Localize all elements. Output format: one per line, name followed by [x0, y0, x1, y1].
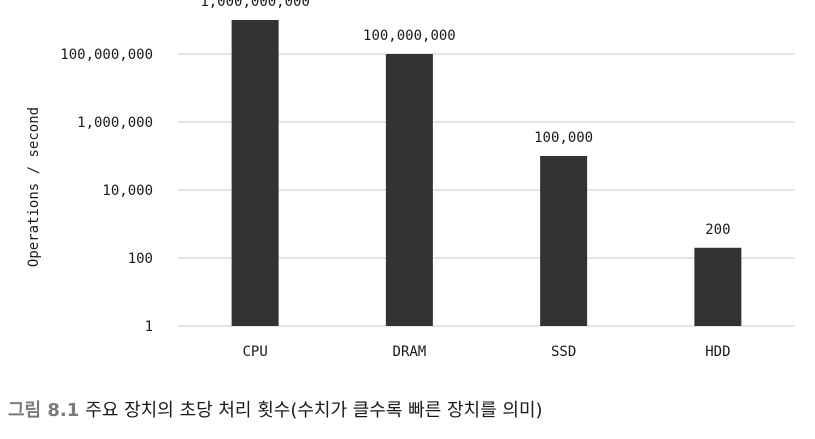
grid-lines: [178, 53, 795, 327]
y-tick-label: 1,000,000: [77, 115, 153, 131]
x-tick-label: HDD: [705, 344, 730, 360]
figure-caption-text: 주요 장치의 초당 처리 횟수(수치가 클수록 빠른 장치를 의미): [85, 400, 543, 421]
x-tick-label: CPU: [242, 344, 267, 360]
bar-dram: [385, 54, 433, 326]
bar-cpu: [231, 20, 279, 326]
x-tick-label: DRAM: [393, 344, 427, 360]
data-labels: 1,000,000,000 100,000,000 100,000 200: [200, 0, 730, 238]
data-label: 100,000,000: [363, 28, 456, 44]
x-ticks: CPU DRAM SSD HDD: [242, 344, 730, 360]
y-tick-label: 100,000,000: [60, 47, 153, 63]
bar-chart: 1 100 10,000 1,000,000 100,000,000 CPU DRAM SS…: [26, 0, 795, 360]
data-label: 100,000: [534, 130, 593, 146]
y-tick-label: 1: [145, 319, 153, 335]
bar-hdd: [694, 247, 742, 326]
data-label: 1,000,000,000: [200, 0, 310, 10]
y-ticks: 1 100 10,000 1,000,000 100,000,000: [60, 47, 153, 335]
bar-ssd: [540, 156, 588, 326]
y-tick-label: 100: [128, 251, 153, 267]
y-axis-label: Operations / second: [26, 107, 42, 267]
data-label: 200: [705, 222, 730, 238]
y-tick-label: 10,000: [102, 183, 153, 199]
figure-caption: 그림 8.1 주요 장치의 초당 처리 횟수(수치가 클수록 빠른 장치를 의미): [8, 396, 543, 422]
bars: [231, 20, 742, 326]
x-tick-label: SSD: [551, 344, 576, 360]
figure-number: 그림 8.1: [8, 400, 80, 421]
